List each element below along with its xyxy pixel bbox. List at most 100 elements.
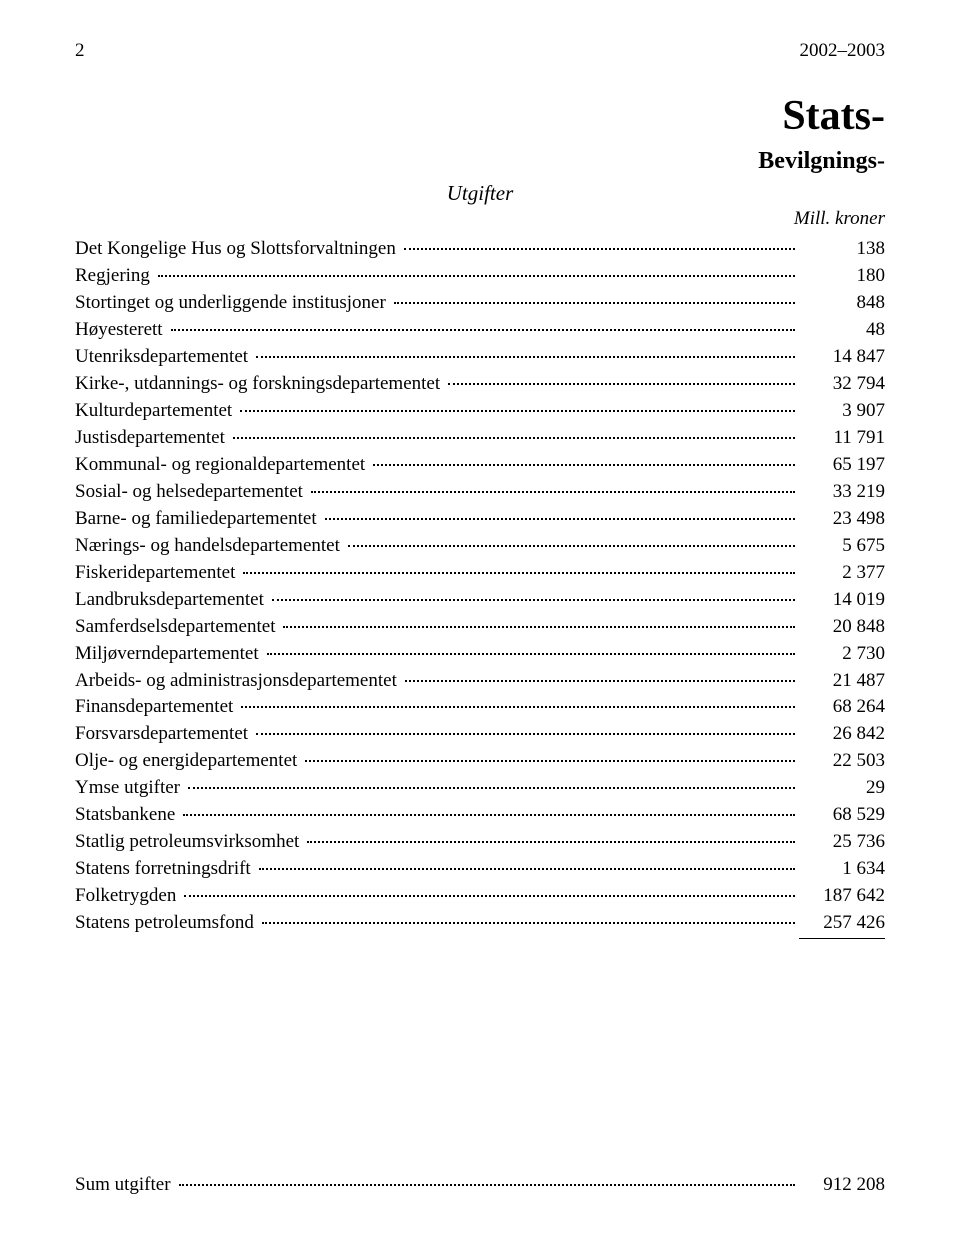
entries-list: Det Kongelige Hus og Slottsforvaltningen… xyxy=(75,236,885,939)
entry-value: 3 907 xyxy=(799,398,885,425)
entry-value: 33 219 xyxy=(799,479,885,506)
page-header: 2 2002–2003 xyxy=(75,40,885,62)
entry-label: Landbruksdepartementet xyxy=(75,587,268,614)
leader-dots xyxy=(404,248,795,250)
leader-dots xyxy=(267,653,795,655)
budget-entry: Kommunal- og regionaldepartementet 65 197 xyxy=(75,452,885,479)
entry-value: 22 503 xyxy=(799,748,885,775)
entry-label: Stortinget og underliggende institusjone… xyxy=(75,290,390,317)
entry-value: 21 487 xyxy=(799,668,885,695)
entry-label: Arbeids- og administrasjonsdepartementet xyxy=(75,668,401,695)
entry-label: Fiskeridepartementet xyxy=(75,560,239,587)
entry-value: 25 736 xyxy=(799,829,885,856)
entry-label: Statlig petroleumsvirksomhet xyxy=(75,829,303,856)
budget-entry: Høyesterett48 xyxy=(75,317,885,344)
document-page: 2 2002–2003 Stats- Bevilgnings- Utgifter… xyxy=(0,0,960,1251)
budget-entry: Kirke-, utdannings- og forskningsdeparte… xyxy=(75,371,885,398)
leader-dots xyxy=(305,760,795,762)
unit-label: Mill. kroner xyxy=(794,208,885,230)
leader-dots xyxy=(311,491,795,493)
entry-value: 11 791 xyxy=(799,425,885,452)
year-range: 2002–2003 xyxy=(800,40,886,62)
entry-label: Det Kongelige Hus og Slottsforvaltningen xyxy=(75,236,400,263)
subtitle-row: Bevilgnings- xyxy=(75,148,885,175)
leader-dots xyxy=(183,814,795,816)
budget-entry: Forsvarsdepartementet 26 842 xyxy=(75,721,885,748)
leader-dots xyxy=(272,599,795,601)
budget-entry: Regjering180 xyxy=(75,263,885,290)
leader-dots xyxy=(348,545,795,547)
budget-entry: Fiskeridepartementet 2 377 xyxy=(75,560,885,587)
budget-entry: Statsbankene 68 529 xyxy=(75,802,885,829)
budget-entry: Ymse utgifter29 xyxy=(75,775,885,802)
leader-dots xyxy=(184,895,795,897)
entry-value: 20 848 xyxy=(799,614,885,641)
entry-label: Statens petroleumsfond xyxy=(75,910,258,937)
unit-row: Mill. kroner xyxy=(75,208,885,230)
leader-dots xyxy=(188,787,795,789)
entry-value: 257 426 xyxy=(799,910,885,939)
budget-entry: Olje- og energidepartementet22 503 xyxy=(75,748,885,775)
leader-dots xyxy=(233,437,795,439)
column-header: Utgifter xyxy=(75,181,885,206)
column-header-row: Utgifter xyxy=(75,181,885,206)
entry-value: 180 xyxy=(799,263,885,290)
budget-entry: Sosial- og helsedepartementet33 219 xyxy=(75,479,885,506)
entry-label: Forsvarsdepartementet xyxy=(75,721,252,748)
entry-label: Høyesterett xyxy=(75,317,167,344)
budget-entry: Stortinget og underliggende institusjone… xyxy=(75,290,885,317)
entry-label: Statens forretningsdrift xyxy=(75,856,255,883)
entry-label: Statsbankene xyxy=(75,802,179,829)
entry-value: 26 842 xyxy=(799,721,885,748)
entry-label: Kirke-, utdannings- og forskningsdeparte… xyxy=(75,371,444,398)
budget-entry: Barne- og familiedepartementet 23 498 xyxy=(75,506,885,533)
entry-value: 1 634 xyxy=(799,856,885,883)
entry-label: Barne- og familiedepartementet xyxy=(75,506,321,533)
entry-value: 187 642 xyxy=(799,883,885,910)
budget-entry: Arbeids- og administrasjonsdepartementet… xyxy=(75,668,885,695)
entry-label: Nærings- og handelsdepartementet xyxy=(75,533,344,560)
entry-value: 14 847 xyxy=(799,344,885,371)
leader-dots xyxy=(256,356,795,358)
sum-value: 912 208 xyxy=(799,1174,885,1196)
leader-dots xyxy=(325,518,795,520)
budget-entry: Utenriksdepartementet 14 847 xyxy=(75,344,885,371)
leader-dots xyxy=(262,922,795,924)
entry-value: 14 019 xyxy=(799,587,885,614)
entry-label: Justisdepartementet xyxy=(75,425,229,452)
leader-dots xyxy=(241,706,795,708)
entry-label: Folketrygden xyxy=(75,883,180,910)
entry-value: 2 377 xyxy=(799,560,885,587)
entry-label: Miljøverndepartementet xyxy=(75,641,263,668)
entry-label: Kommunal- og regionaldepartementet xyxy=(75,452,369,479)
budget-entry: Finansdepartementet 68 264 xyxy=(75,694,885,721)
entry-value: 68 264 xyxy=(799,694,885,721)
entry-value: 65 197 xyxy=(799,452,885,479)
leader-dots xyxy=(448,383,795,385)
budget-entry: Kulturdepartementet 3 907 xyxy=(75,398,885,425)
entry-label: Samferdselsdepartementet xyxy=(75,614,279,641)
leader-dots xyxy=(240,410,795,412)
page-number: 2 xyxy=(75,40,85,62)
entry-value: 138 xyxy=(799,236,885,263)
budget-entry: Justisdepartementet 11 791 xyxy=(75,425,885,452)
document-title: Stats- xyxy=(782,93,885,139)
entry-label: Kulturdepartementet xyxy=(75,398,236,425)
leader-dots xyxy=(171,329,795,331)
leader-dots xyxy=(256,733,795,735)
leader-dots xyxy=(373,464,795,466)
sum-entry: Sum utgifter 912 208 xyxy=(75,1174,885,1196)
leader-dots xyxy=(394,302,795,304)
entry-value: 848 xyxy=(799,290,885,317)
leader-dots xyxy=(307,841,795,843)
budget-entry: Folketrygden 187 642 xyxy=(75,883,885,910)
entry-label: Finansdepartementet xyxy=(75,694,237,721)
leader-dots xyxy=(179,1184,795,1186)
budget-entry: Nærings- og handelsdepartementet5 675 xyxy=(75,533,885,560)
budget-entry: Statlig petroleumsvirksomhet 25 736 xyxy=(75,829,885,856)
budget-entry: Samferdselsdepartementet 20 848 xyxy=(75,614,885,641)
entry-value: 23 498 xyxy=(799,506,885,533)
entry-value: 68 529 xyxy=(799,802,885,829)
leader-dots xyxy=(405,680,795,682)
entry-label: Utenriksdepartementet xyxy=(75,344,252,371)
